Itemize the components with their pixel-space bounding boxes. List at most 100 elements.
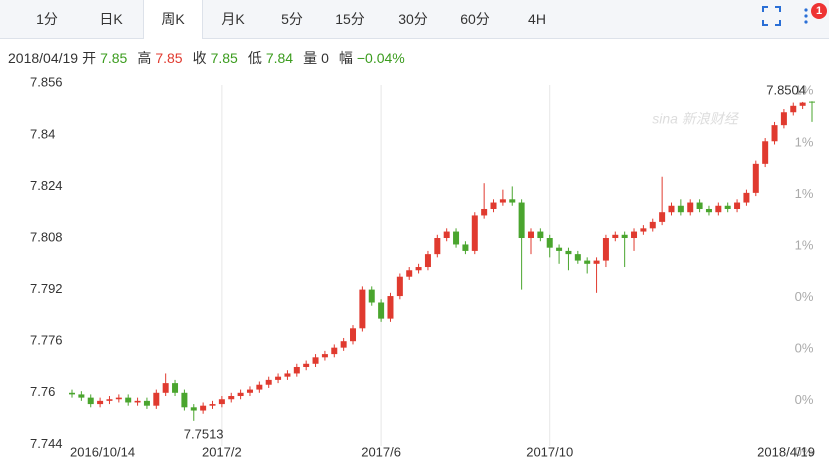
candle-body bbox=[303, 363, 310, 367]
candle-body bbox=[350, 328, 357, 342]
candle-body bbox=[200, 405, 207, 411]
candle-body bbox=[752, 163, 759, 193]
y-tick-label: 7.792 bbox=[30, 281, 63, 296]
y2-tick-label: 0% bbox=[795, 444, 814, 459]
x-tick-label: 2018/4/19 bbox=[757, 444, 815, 459]
x-tick-label: 2017/6 bbox=[361, 444, 401, 459]
y-tick-label: 7.856 bbox=[30, 75, 63, 90]
candle-body bbox=[546, 238, 553, 248]
candle-body bbox=[415, 267, 422, 271]
toolbar: 1分 日K 周K 月K 5分 15分 30分 60分 4H bbox=[0, 0, 829, 39]
tab[interactable]: 30分 bbox=[398, 11, 428, 27]
info-label: 量 bbox=[303, 50, 318, 66]
info-value: 7.85 bbox=[155, 50, 183, 66]
y2-tick-label: 1% bbox=[795, 83, 814, 98]
candle-body bbox=[574, 254, 581, 261]
info-date: 2018/04/19 bbox=[8, 50, 79, 66]
candle-body bbox=[218, 399, 225, 405]
info-label: 开 bbox=[82, 50, 97, 66]
candle-body bbox=[359, 289, 366, 329]
candle-body bbox=[462, 244, 469, 251]
tab[interactable]: 5分 bbox=[281, 11, 303, 27]
candle-body bbox=[368, 289, 375, 303]
y-tick-label: 7.744 bbox=[30, 436, 63, 451]
candle-body bbox=[246, 389, 253, 393]
candle-body bbox=[471, 215, 478, 251]
candle-body bbox=[396, 276, 403, 297]
candle-body bbox=[659, 212, 666, 222]
candle-body bbox=[340, 341, 347, 348]
candle-body bbox=[434, 238, 441, 255]
candle-body bbox=[143, 400, 150, 406]
candle-body bbox=[593, 260, 600, 264]
candle-body bbox=[640, 228, 647, 232]
tab[interactable]: 周K bbox=[143, 0, 203, 39]
info-value: 7.84 bbox=[265, 50, 294, 66]
candle-body bbox=[771, 125, 778, 142]
candle-body bbox=[256, 384, 263, 390]
tab[interactable]: 月K bbox=[221, 11, 245, 27]
tab[interactable]: 15分 bbox=[335, 11, 365, 27]
candle-body bbox=[677, 205, 684, 213]
candle-body bbox=[209, 404, 216, 406]
y-tick-label: 7.808 bbox=[30, 229, 63, 244]
x-tick-label: 2017/10 bbox=[526, 444, 573, 459]
candle-body bbox=[481, 208, 488, 216]
candle-body bbox=[649, 221, 656, 229]
candle-body bbox=[406, 270, 413, 277]
candle-body bbox=[762, 141, 769, 164]
candle-body bbox=[162, 383, 169, 393]
candle-body bbox=[443, 231, 450, 239]
candle-body bbox=[106, 399, 113, 401]
candle-body bbox=[809, 101, 815, 103]
candle-body bbox=[387, 296, 394, 319]
tab[interactable]: 1分 bbox=[36, 11, 58, 27]
candle-body bbox=[602, 238, 609, 261]
candle-body bbox=[537, 231, 544, 239]
candle-body bbox=[237, 392, 244, 397]
tab[interactable]: 日K bbox=[99, 11, 123, 27]
fullscreen-icon[interactable] bbox=[762, 6, 781, 26]
candle-body bbox=[153, 392, 160, 406]
candle-body bbox=[724, 205, 731, 209]
info-label: 收 bbox=[192, 50, 207, 66]
candle-body bbox=[668, 205, 675, 213]
more-icon[interactable] bbox=[804, 8, 808, 24]
watermark: sina 新浪财经 bbox=[652, 111, 740, 127]
y2-tick-label: 0% bbox=[795, 392, 814, 407]
candle-body bbox=[499, 199, 506, 203]
annotation: 7.7513 bbox=[184, 426, 224, 441]
candle-body bbox=[790, 105, 797, 113]
info-label: 高 bbox=[137, 50, 152, 66]
candle-body bbox=[565, 250, 572, 255]
info-line: 2018/04/19 开 7.85 高 7.85 收 7.85 低 7.84 量 0 幅 −0.04% bbox=[8, 48, 415, 68]
candle-body bbox=[312, 357, 319, 364]
candle-body bbox=[705, 208, 712, 213]
tab[interactable]: 4H bbox=[528, 11, 546, 27]
candle-body bbox=[331, 347, 338, 355]
candle-body bbox=[97, 400, 104, 405]
candle-body bbox=[743, 192, 750, 203]
info-value: 7.85 bbox=[210, 50, 238, 66]
candle-body bbox=[265, 379, 272, 385]
candle-body bbox=[378, 302, 385, 319]
candle-body bbox=[687, 202, 694, 213]
candle-body bbox=[424, 254, 431, 268]
y2-tick-label: 1% bbox=[795, 186, 814, 201]
candle-body bbox=[172, 383, 179, 393]
y2-tick-label: 0% bbox=[795, 289, 814, 304]
candle-body bbox=[696, 202, 703, 209]
candle-body bbox=[321, 354, 328, 358]
candle-body bbox=[612, 234, 619, 239]
candle-body bbox=[453, 231, 460, 245]
x-tick-label: 2017/2 bbox=[202, 444, 242, 459]
y-tick-label: 7.824 bbox=[30, 178, 63, 193]
candle-body bbox=[115, 397, 122, 400]
candle-body bbox=[518, 202, 525, 239]
candle-body bbox=[715, 205, 722, 213]
tab[interactable]: 60分 bbox=[460, 11, 490, 27]
candle-body bbox=[621, 234, 628, 239]
x-tick-label: 2016/10/14 bbox=[70, 444, 135, 459]
info-value: 0 bbox=[321, 50, 329, 66]
